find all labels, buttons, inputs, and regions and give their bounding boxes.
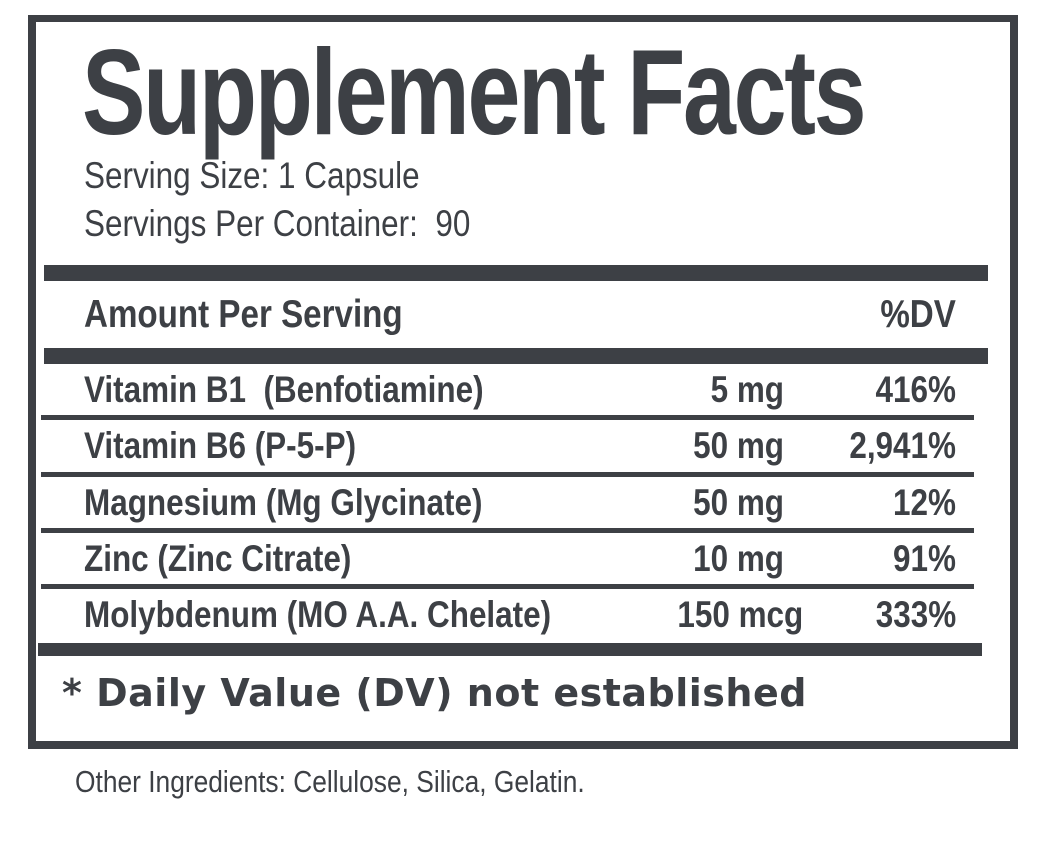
nutrient-name: Molybdenum (MO A.A. Chelate) — [84, 594, 552, 636]
nutrient-amount: 150 mcg — [676, 594, 803, 636]
serving-size-line: Serving Size: 1 Capsule — [84, 155, 420, 197]
divider-medium-bottom — [38, 642, 982, 656]
row-divider — [41, 528, 974, 533]
divider-thick-header — [44, 347, 988, 364]
daily-value-footnote: * Daily Value (DV) not established — [62, 670, 807, 715]
row-divider — [41, 415, 974, 421]
nutrient-dv: 2,941% — [849, 425, 956, 467]
supplement-label: Supplement Facts Serving Size: 1 Capsule… — [0, 15, 1047, 800]
supplement-facts-panel: Supplement Facts Serving Size: 1 Capsule… — [28, 15, 1018, 750]
nutrient-dv: 12% — [893, 481, 956, 523]
nutrient-name: Zinc (Zinc Citrate) — [84, 538, 352, 579]
panel-title: Supplement Facts — [82, 24, 866, 160]
nutrient-name: Vitamin B1 (Benfotiamine) — [84, 368, 484, 410]
nutrient-table: Vitamin B1 (Benfotiamine) 5 mg 416% Vita… — [36, 364, 1010, 641]
nutrient-amount: 50 mg — [693, 425, 784, 467]
nutrient-amount: 5 mg — [710, 368, 784, 410]
percent-dv-header: %DV — [880, 293, 956, 337]
nutrient-amount: 50 mg — [693, 481, 784, 523]
row-divider — [41, 584, 974, 590]
nutrient-dv: 416% — [875, 368, 956, 410]
table-row: Zinc (Zinc Citrate) 10 mg 91% — [36, 533, 1010, 584]
servings-per-container-line: Servings Per Container: 90 — [84, 203, 471, 245]
table-row: Vitamin B6 (P-5-P) 50 mg 2,941% — [36, 420, 1010, 471]
table-header-row: Amount Per Serving %DV — [36, 289, 1010, 342]
nutrient-dv: 91% — [893, 538, 956, 579]
amount-per-serving-header: Amount Per Serving — [84, 293, 403, 337]
divider-thick-top — [44, 265, 988, 282]
nutrient-dv: 333% — [875, 594, 956, 636]
row-divider — [41, 471, 974, 477]
nutrient-name: Magnesium (Mg Glycinate) — [84, 481, 483, 523]
table-row: Vitamin B1 (Benfotiamine) 5 mg 416% — [36, 364, 1010, 415]
nutrient-amount: 10 mg — [693, 538, 784, 579]
table-row: Molybdenum (MO A.A. Chelate) 150 mcg 333… — [36, 589, 1010, 640]
other-ingredients-line: Other Ingredients: Cellulose, Silica, Ge… — [75, 764, 585, 800]
nutrient-name: Vitamin B6 (P-5-P) — [84, 425, 357, 467]
table-row: Magnesium (Mg Glycinate) 50 mg 12% — [36, 477, 1010, 528]
